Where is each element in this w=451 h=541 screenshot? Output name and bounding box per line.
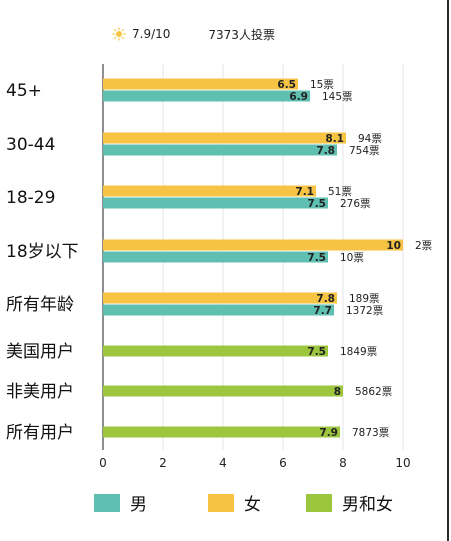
x-tick-label: 8 — [339, 456, 347, 470]
bar-value-label: 6.9 — [289, 91, 308, 103]
bar-count-label: 10票 — [340, 252, 364, 264]
bar-count-label: 145票 — [322, 91, 353, 103]
right-border — [447, 0, 449, 541]
bar-value-label: 7.1 — [295, 186, 314, 198]
bar-count-label: 276票 — [340, 198, 371, 210]
legend-label-male: 男 — [130, 495, 147, 515]
bar-male — [103, 304, 334, 316]
bar-male — [103, 251, 328, 263]
vote-count: 7373人投票 — [208, 27, 275, 42]
legend-label-both: 男和女 — [342, 495, 393, 515]
bar-value-label: 6.5 — [277, 79, 296, 91]
bar-count-label: 754票 — [349, 145, 380, 157]
bar-count-label: 7873票 — [352, 427, 389, 439]
bar-count-label: 1372票 — [346, 305, 383, 317]
bar-value-label: 10 — [386, 240, 401, 252]
bar-count-label: 2票 — [415, 240, 432, 252]
bar-value-label: 7.9 — [319, 427, 338, 439]
x-tick-label: 2 — [159, 456, 167, 470]
bar-male — [103, 197, 328, 209]
legend-both: 男和女 — [306, 490, 393, 515]
bar-female — [103, 132, 346, 144]
bar-count-label: 5862票 — [355, 386, 392, 398]
category-label: 30-44 — [6, 135, 55, 155]
bar-male — [103, 144, 337, 156]
bar-value-label: 7.8 — [316, 293, 335, 305]
bar-male — [103, 90, 310, 102]
legend-female: 女 — [208, 490, 261, 515]
bar-value-label: 8.1 — [325, 133, 344, 145]
x-tick-label: 6 — [279, 456, 287, 470]
bar-count-label: 94票 — [358, 133, 382, 145]
x-tick-label: 10 — [395, 456, 410, 470]
bar-value-label: 7.5 — [307, 252, 326, 264]
legend-swatch-female — [208, 493, 234, 512]
bar-value-label: 7.5 — [307, 198, 326, 210]
legend-male: 男 — [94, 490, 147, 515]
bar-female — [103, 185, 316, 197]
category-label: 18-29 — [6, 188, 55, 208]
bar-female — [103, 239, 403, 251]
bar-all — [103, 426, 340, 438]
bar-count-label: 1849票 — [340, 346, 377, 358]
category-label: 45+ — [6, 81, 42, 101]
bar-female — [103, 292, 337, 304]
rating-header: 7.9/10 7373人投票 — [112, 24, 275, 44]
legend-label-female: 女 — [244, 495, 261, 515]
bar-female — [103, 78, 298, 90]
bar-value-label: 8 — [334, 386, 341, 398]
legend-swatch-male — [94, 493, 120, 512]
bar-all — [103, 385, 343, 397]
rating-value: 7.9/10 — [132, 27, 171, 41]
category-label: 所有年龄 — [6, 295, 74, 315]
category-label: 美国用户 — [6, 342, 74, 362]
bar-count-label: 189票 — [349, 293, 380, 305]
bar-all — [103, 345, 328, 357]
x-tick-label: 0 — [99, 456, 107, 470]
x-tick-label: 4 — [219, 456, 227, 470]
bar-value-label: 7.7 — [313, 305, 332, 317]
category-label: 所有用户 — [6, 423, 74, 443]
category-label: 非美用户 — [6, 382, 74, 402]
bar-value-label: 7.8 — [316, 145, 335, 157]
legend-swatch-both — [306, 493, 332, 512]
bar-count-label: 51票 — [328, 186, 352, 198]
category-label: 18岁以下 — [6, 242, 79, 262]
sun-star-icon — [112, 27, 126, 41]
bar-count-label: 15票 — [310, 79, 334, 91]
bar-value-label: 7.5 — [307, 346, 326, 358]
